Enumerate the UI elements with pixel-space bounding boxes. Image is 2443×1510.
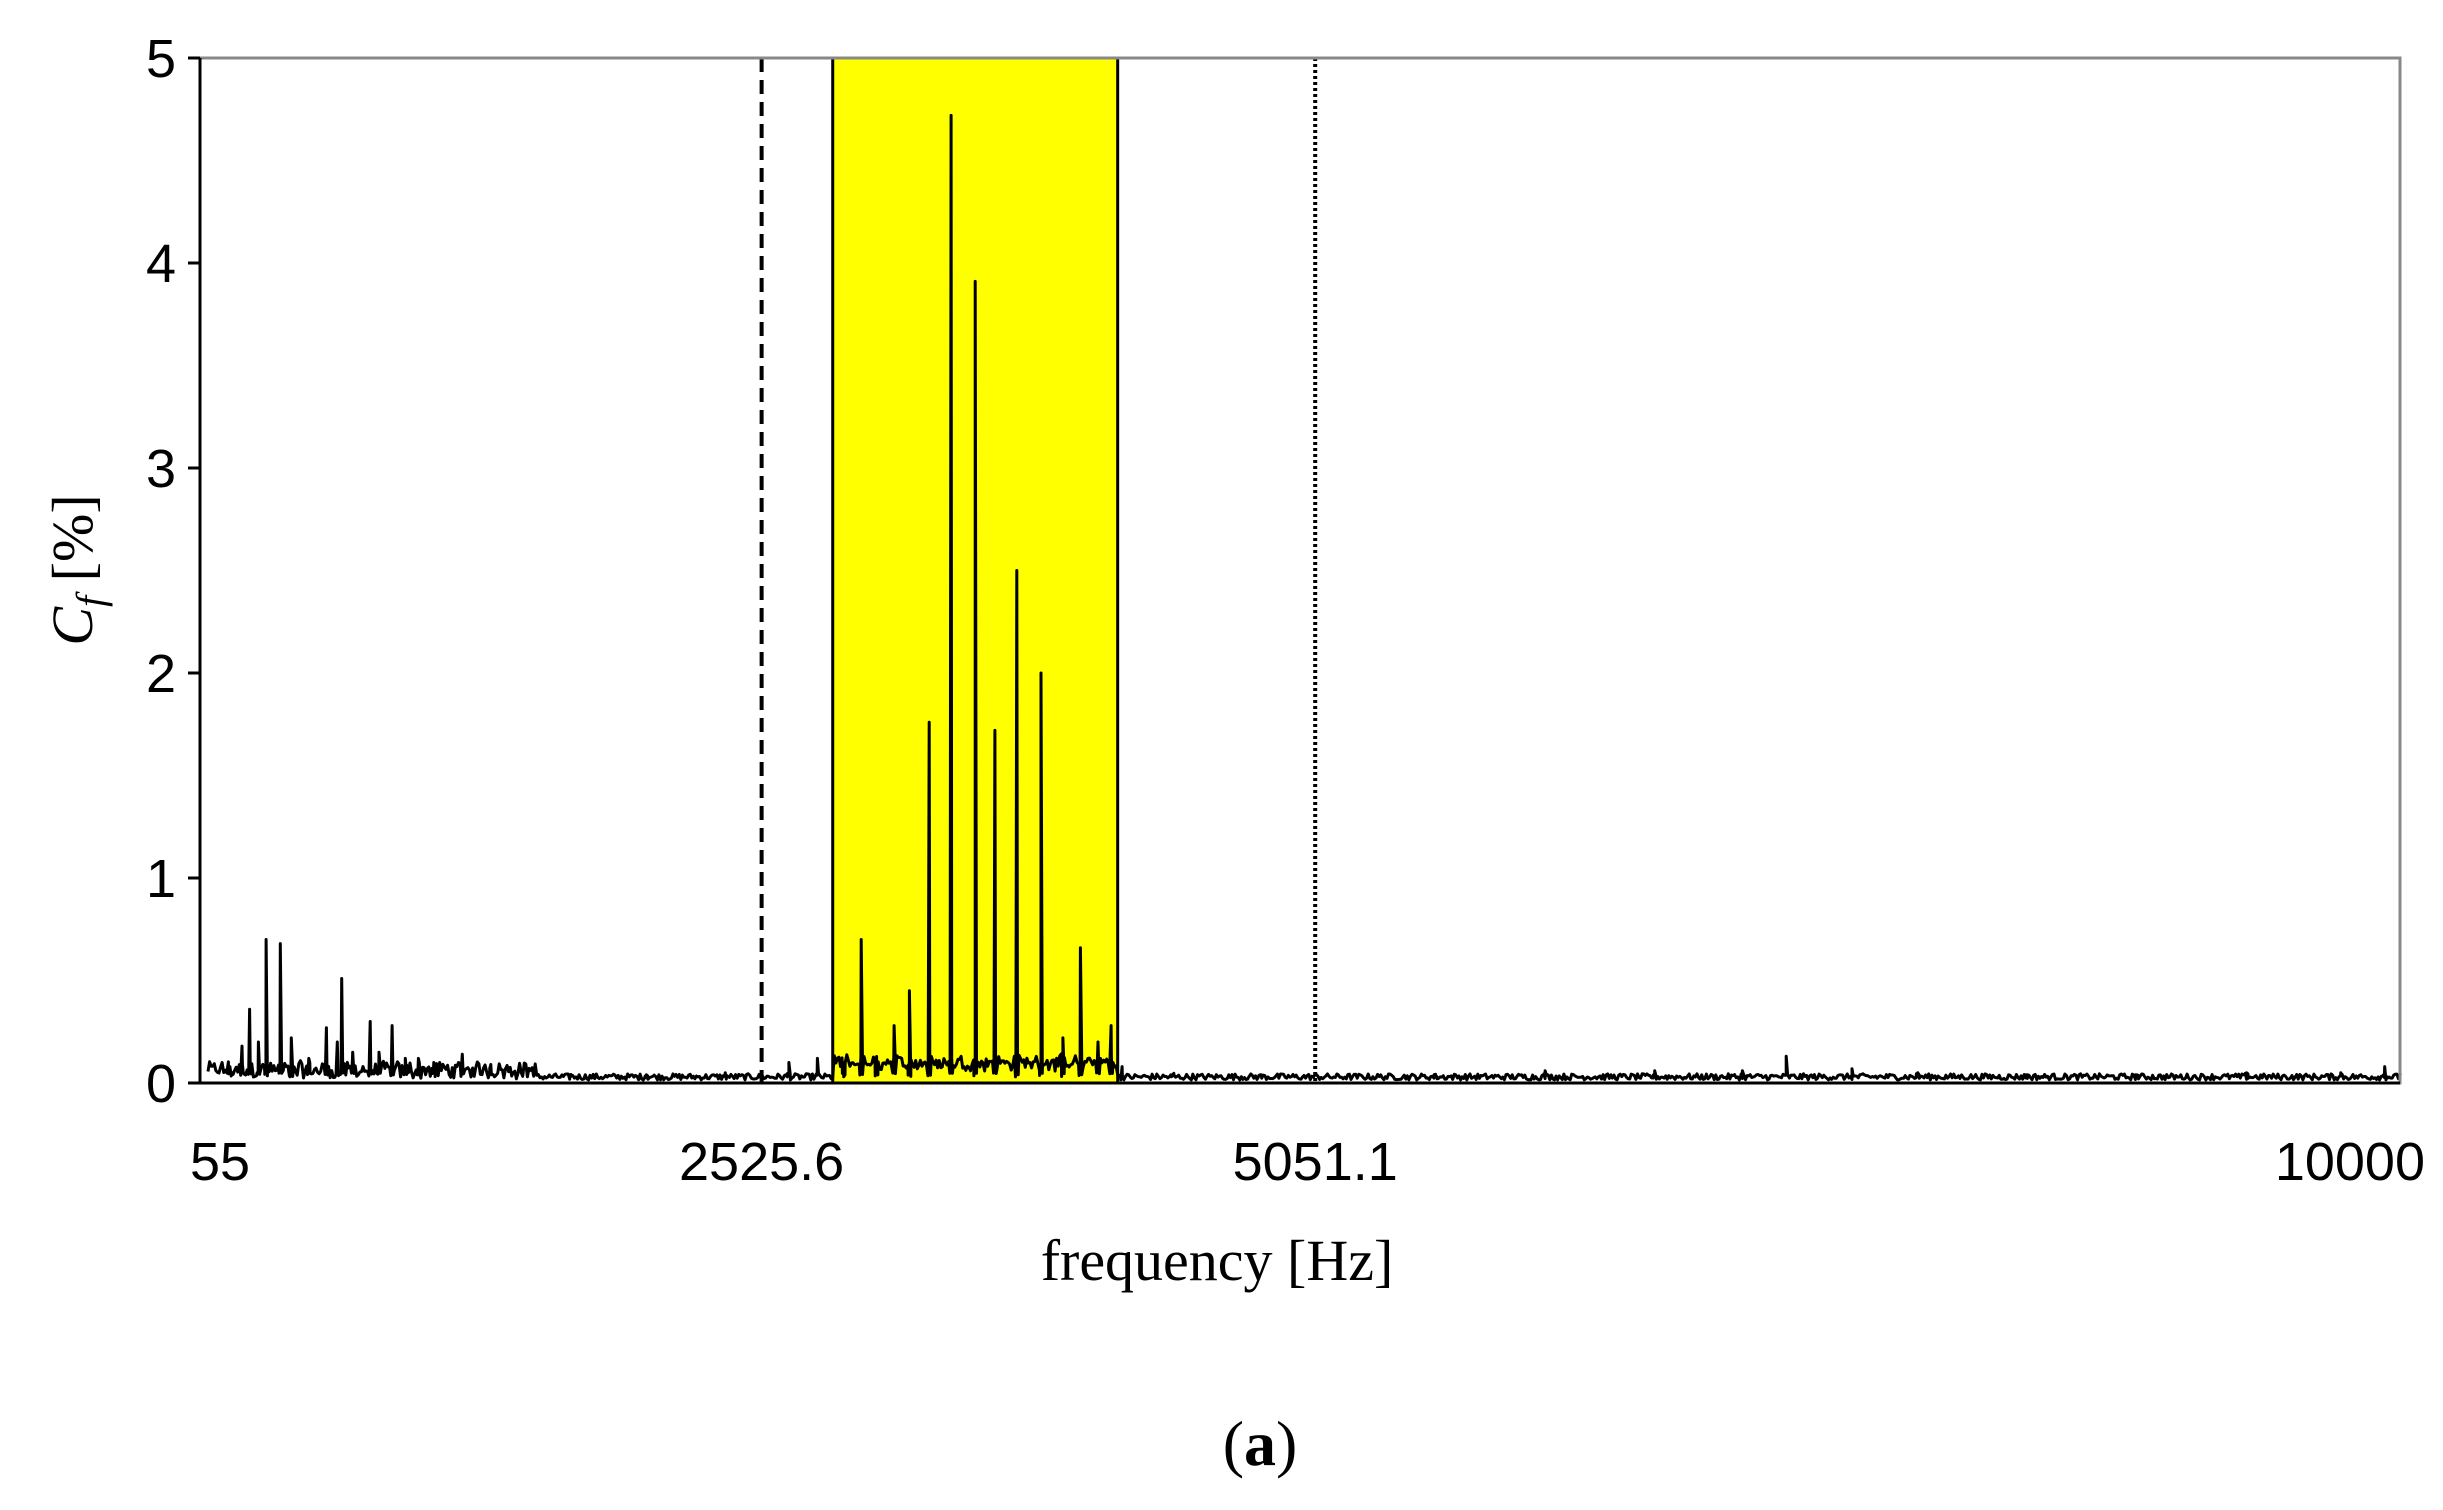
x-axis-title: frequency [Hz] bbox=[1041, 1228, 1394, 1293]
spectrum-series-line bbox=[206, 113, 2402, 1082]
y-tick-label: 1 bbox=[146, 849, 176, 909]
y-axis-symbol: C bbox=[40, 606, 105, 646]
panel-label: (a) bbox=[1223, 1408, 1298, 1479]
y-axis-unit: [%] bbox=[40, 494, 105, 581]
x-tick-label: 5051.1 bbox=[1233, 1132, 1398, 1192]
y-ticks: 0 1 2 3 4 5 bbox=[146, 29, 200, 1114]
plot-frame bbox=[198, 56, 2402, 1085]
y-axis-title: Cf [%] bbox=[40, 494, 113, 645]
y-tick-label: 3 bbox=[146, 439, 176, 499]
x-tick-label: 2525.6 bbox=[679, 1132, 844, 1192]
x-tick-label: 10000 bbox=[2275, 1132, 2425, 1192]
y-tick-label: 2 bbox=[146, 644, 176, 704]
y-tick-label: 4 bbox=[146, 234, 176, 294]
y-tick-label: 0 bbox=[146, 1054, 176, 1114]
series-layer bbox=[206, 113, 2402, 1082]
x-tick-label: 55 bbox=[190, 1132, 250, 1192]
y-tick-label: 5 bbox=[146, 29, 176, 89]
reference-lines-layer bbox=[759, 58, 1318, 1083]
x-ticks: 55 2525.6 5051.1 10000 bbox=[190, 1132, 2425, 1192]
